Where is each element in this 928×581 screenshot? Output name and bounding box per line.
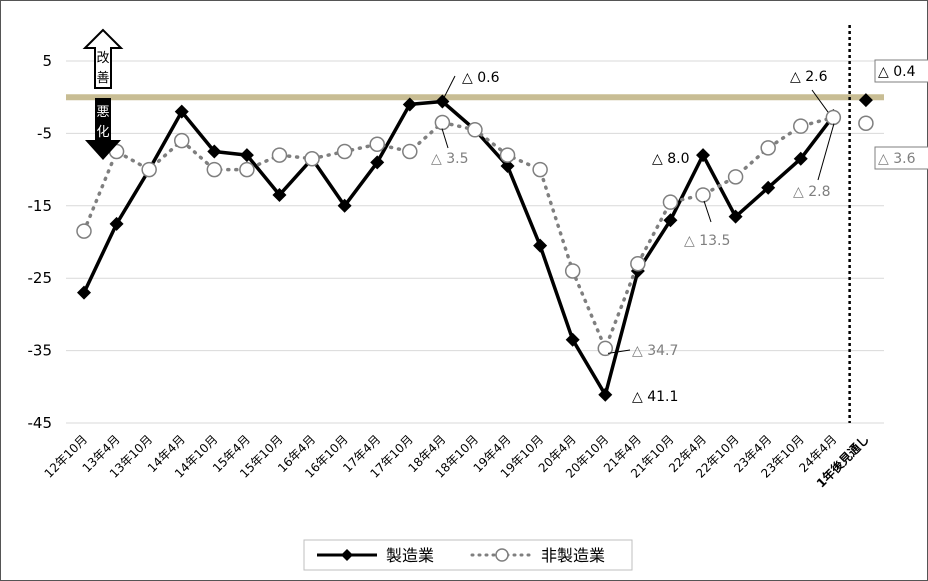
annotation-leader	[703, 200, 712, 223]
data-point-manufacturing	[174, 104, 189, 119]
svg-text:化: 化	[96, 125, 109, 140]
data-point-manufacturing	[370, 155, 385, 170]
data-point-manufacturing	[793, 151, 808, 166]
y-tick-label: -25	[28, 269, 53, 287]
data-point-manufacturing	[207, 144, 222, 159]
legend-marker-manufacturing	[341, 549, 353, 561]
svg-text:改: 改	[96, 51, 109, 66]
svg-text:善: 善	[96, 70, 109, 86]
annotation-mfg_forecast: △ 0.4	[878, 64, 916, 80]
data-point-nonmanufacturing	[173, 132, 190, 149]
data-point-nonmanufacturing	[630, 255, 646, 272]
data-point-nonmanufacturing	[206, 161, 223, 178]
data-point-nonmanufacturing	[858, 115, 874, 132]
data-point-nonmanufacturing	[564, 263, 581, 279]
annotation-mfg_24: △ 2.6	[790, 69, 828, 85]
annotation-mfg_18: △ 0.6	[462, 70, 500, 86]
data-point-manufacturing	[728, 209, 743, 224]
data-point-nonmanufacturing	[141, 161, 157, 178]
data-point-manufacturing	[109, 216, 124, 231]
gridlines	[66, 60, 884, 424]
data-point-nonmanufacturing	[499, 147, 516, 163]
series-line-nonmanufacturing	[82, 115, 836, 354]
data-point-nonmanufacturing	[597, 340, 614, 357]
x-tick-label: 12年10月	[42, 432, 90, 480]
x-axis-ticks: 12年10月13年4月13年10月14年4月14年10月15年4月15年10月1…	[42, 432, 872, 491]
data-point-nonmanufacturing	[662, 194, 679, 210]
data-point-nonmanufacturing	[434, 114, 451, 131]
y-axis-ticks: 5 -5 -15 -25 -35 -45	[28, 52, 53, 432]
data-point-nonmanufacturing	[76, 223, 92, 239]
y-tick-label: -35	[28, 342, 53, 360]
y-tick-label: 5	[42, 52, 52, 70]
data-point-manufacturing	[500, 158, 515, 173]
data-point-manufacturing	[402, 97, 417, 112]
annotation-leader	[441, 128, 449, 149]
data-point-nonmanufacturing	[825, 109, 842, 126]
data-point-nonmanufacturing	[239, 161, 255, 178]
annotation-nonmfg_18: △ 3.5	[431, 151, 468, 167]
annotation-leader	[811, 89, 829, 113]
data-point-manufacturing	[761, 180, 776, 195]
annotation-leader	[817, 123, 835, 181]
data-point-manufacturing	[77, 285, 91, 300]
data-point-nonmanufacturing	[271, 147, 288, 163]
svg-text:悪: 悪	[96, 105, 109, 120]
series-layer	[76, 93, 874, 402]
improve-arrow: 改 善	[82, 28, 124, 89]
data-point-nonmanufacturing	[760, 140, 776, 156]
annotation-box	[874, 146, 928, 170]
data-point-nonmanufacturing	[402, 143, 418, 160]
annotation-nonmfg_22: △ 13.5	[684, 233, 730, 249]
data-point-nonmanufacturing	[369, 136, 385, 153]
data-point-nonmanufacturing	[304, 150, 320, 167]
data-point-manufacturing	[858, 93, 873, 108]
annotation-nonmfg_20: △ 34.7	[632, 343, 678, 359]
legend: 製造業 非製造業	[303, 539, 633, 571]
data-point-manufacturing	[337, 198, 352, 213]
data-point-nonmanufacturing	[695, 187, 711, 203]
data-point-manufacturing	[533, 238, 548, 253]
legend-marker-nonmanufacturing	[495, 548, 509, 562]
data-point-nonmanufacturing	[532, 161, 548, 178]
y-tick-label: -15	[28, 197, 53, 215]
data-point-nonmanufacturing	[727, 169, 744, 185]
annotation-nonmfg_forecast: △ 3.6	[878, 151, 916, 167]
data-point-manufacturing	[598, 387, 613, 402]
data-point-manufacturing	[565, 332, 580, 347]
data-point-manufacturing	[696, 148, 711, 163]
annotation-nonmfg_24: △ 2.8	[793, 184, 830, 200]
annotation-mfg_20: △ 41.1	[632, 389, 678, 405]
data-point-nonmanufacturing	[467, 122, 483, 138]
annotation-leader	[607, 349, 631, 354]
data-point-manufacturing	[663, 213, 678, 228]
annotations: △ 0.6 △ 3.5 △ 34.7 △ 41.1 △ 8.0 △ 13.5 △ 2.6 △ …	[431, 59, 928, 405]
legend-label-manufacturing: 製造業	[386, 546, 434, 565]
annotation-leader	[441, 75, 456, 102]
worsen-arrow: 悪 化	[85, 98, 121, 160]
y-tick-label: -5	[37, 124, 52, 142]
annotation-box	[874, 59, 928, 83]
data-point-nonmanufacturing	[793, 118, 809, 134]
series-line-manufacturing	[82, 99, 835, 397]
annotation-mfg_22: △ 8.0	[652, 151, 689, 167]
data-point-nonmanufacturing	[336, 143, 353, 160]
data-point-manufacturing	[272, 187, 287, 202]
data-point-manufacturing	[239, 148, 254, 163]
legend-label-nonmanufacturing: 非製造業	[541, 546, 605, 565]
y-tick-label: -45	[28, 414, 53, 432]
